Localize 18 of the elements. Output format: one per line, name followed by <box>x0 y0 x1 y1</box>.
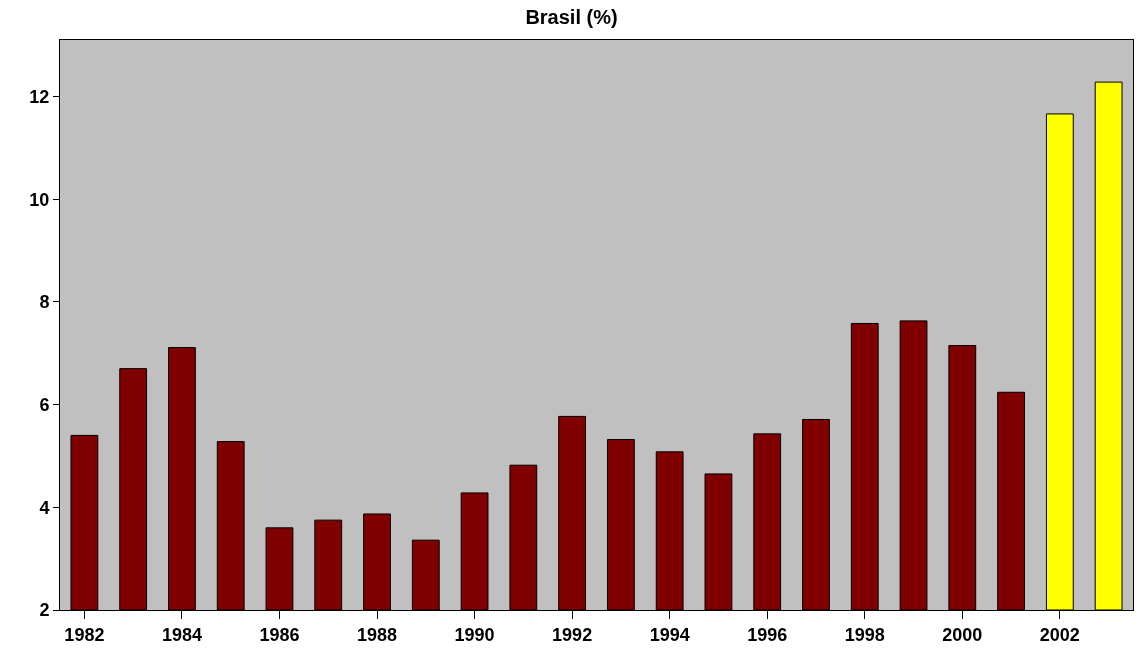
x-tick-label: 1982 <box>64 624 105 645</box>
x-tick-label: 1986 <box>259 624 300 645</box>
y-tick-label: 2 <box>39 600 50 621</box>
x-tick-label: 1996 <box>747 624 788 645</box>
x-tick-label: 1988 <box>357 624 398 645</box>
y-tick-label: 12 <box>29 86 50 107</box>
y-tick-label: 8 <box>39 292 50 313</box>
x-tick-label: 1990 <box>454 624 495 645</box>
x-tick-label: 1994 <box>649 624 690 645</box>
y-tick-label: 10 <box>29 189 50 210</box>
y-tick-label: 4 <box>39 497 50 518</box>
x-tick-label: 2002 <box>1039 624 1080 645</box>
chart-title: Brasil (%) <box>525 5 618 28</box>
x-tick-label: 1992 <box>552 624 593 645</box>
x-tick-label: 1984 <box>161 624 202 645</box>
y-tick-label: 6 <box>39 394 50 415</box>
x-tick-label: 2000 <box>942 624 983 645</box>
x-tick-label: 1998 <box>844 624 885 645</box>
